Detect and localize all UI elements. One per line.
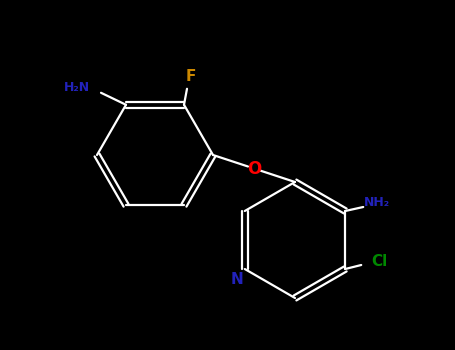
Text: NH₂: NH₂: [364, 196, 390, 210]
Text: N: N: [230, 272, 243, 287]
Text: F: F: [186, 69, 196, 84]
Text: O: O: [247, 160, 261, 177]
Text: Cl: Cl: [371, 253, 387, 268]
Text: H₂N: H₂N: [64, 81, 90, 94]
